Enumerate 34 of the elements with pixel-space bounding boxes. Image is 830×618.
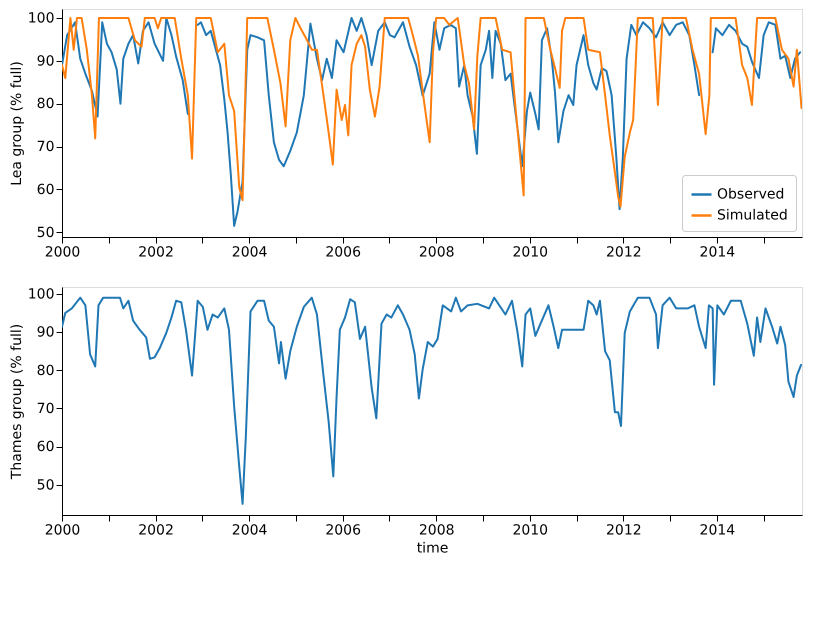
x-axis-title: time [416, 540, 448, 556]
x-tick-label: 2002 [138, 244, 174, 260]
y-tick-label: 70 [36, 400, 54, 417]
x-tick-label: 2010 [512, 522, 548, 538]
legend-label: Observed [717, 186, 784, 202]
y-tick-label: 90 [36, 324, 54, 341]
y-tick-label: 50 [36, 224, 54, 241]
x-tick-label: 2008 [418, 244, 455, 260]
y-tick-label: 90 [36, 53, 54, 70]
x-tick-label: 2014 [700, 522, 736, 538]
y-tick-label: 70 [36, 139, 54, 156]
x-tick-label: 2006 [325, 522, 362, 538]
x-tick-label: 2012 [606, 244, 642, 260]
x-tick-label: 2010 [512, 244, 548, 260]
x-tick-label: 2014 [700, 244, 736, 260]
x-tick-label: 2004 [232, 522, 268, 538]
legend-label: Simulated [717, 208, 788, 224]
y-tick-label: 100 [28, 286, 54, 302]
y-tick-label: 60 [36, 439, 54, 456]
line-series [62, 296, 802, 505]
x-tick-label: 2008 [418, 522, 455, 538]
x-tick-label: 2004 [232, 244, 268, 260]
y-axis-title: Lea group (% full) [8, 61, 25, 186]
y-tick-label: 100 [28, 10, 54, 26]
x-tick-label: 2000 [44, 244, 80, 260]
y-axis-title: Thames group (% full) [8, 324, 25, 480]
x-tick-label: 2000 [44, 522, 80, 538]
x-tick-label: 2002 [138, 522, 174, 538]
x-tick-label: 2006 [325, 244, 362, 260]
y-tick-label: 50 [36, 477, 54, 494]
x-tick-label: 2012 [606, 522, 642, 538]
y-tick-label: 80 [36, 362, 54, 379]
y-tick-label: 60 [36, 182, 54, 198]
y-tick-label: 80 [36, 96, 54, 112]
